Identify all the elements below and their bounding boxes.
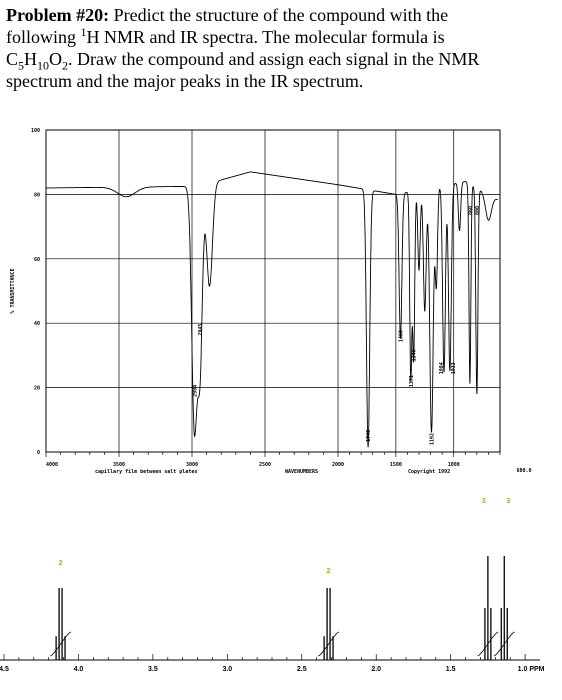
nmr-integration-label: 2 [327, 568, 331, 575]
nmr-x-tick-label: 4.0 [74, 666, 84, 673]
ir-transmittance-trace [46, 171, 498, 448]
nmr-x-tick-label: 2.5 [297, 666, 307, 673]
problem-line-4: spectrum and the major peaks in the IR s… [6, 71, 364, 91]
ir-x-tick-label: 3000 [186, 462, 198, 468]
ir-footnote-right: Copyright 1992 [408, 469, 450, 475]
ir-peak-label: 1371 [409, 375, 415, 387]
ir-x-tick-label: 1000 [448, 462, 460, 468]
ir-peak-label: 860 [468, 206, 474, 215]
ir-x-tick-label: 2000 [332, 462, 344, 468]
nmr-integral-curve [493, 631, 515, 657]
ir-y-tick-label: 100 [31, 128, 40, 134]
problem-heading: Problem #20: [6, 5, 110, 25]
nmr-x-tick-label: 1.5 [446, 666, 456, 673]
ir-footnote-left: capillary film between salt plates [95, 469, 197, 475]
nmr-x-tick-label: 3.5 [148, 666, 158, 673]
ir-peak-label: 2945 [198, 324, 204, 336]
nmr-x-tick-label: 1.0 PPM [518, 666, 545, 673]
ir-x-axis-title: WAVENUMBERS [285, 469, 318, 475]
nmr-x-tick-label: 4.5 [0, 666, 9, 673]
molecular-formula: C5H10O2 [6, 49, 68, 72]
ir-peak-label: 1460 [398, 330, 404, 342]
problem-line-2: following 1H NMR and IR spectra. The mol… [6, 26, 556, 48]
formula-o: O [49, 49, 63, 69]
ir-x-end-label-left: 4000 [46, 462, 58, 468]
ir-peak-label: 2984 [192, 385, 198, 397]
nmr-integration-label: 3 [506, 498, 510, 505]
ir-x-tick-label: 3500 [113, 462, 125, 468]
formula-c-sub: 5 [18, 58, 25, 73]
ir-peak-label: 800 [475, 206, 481, 215]
ir-peak-label: 1346 [412, 349, 418, 361]
problem-line-2a: following [6, 27, 81, 47]
ir-y-tick-label: 0 [37, 450, 40, 456]
nmr-x-tick-label: 3.0 [222, 666, 232, 673]
ir-spectrum: 100 80 60 40 20 0 3500 3000 2500 2000 1500 1000 4000… [10, 128, 532, 475]
problem-line-1-text: Predict the structure of the compound wi… [113, 5, 449, 25]
ir-x-end-label-right: 600.0 [516, 468, 531, 474]
problem-line-3b: . Draw the compound and assign each sign… [68, 49, 480, 69]
ir-y-axis-title: % TRANSMITTANCE [10, 268, 16, 313]
nmr-spectrum: 4.5 4.0 3.5 3.0 2.5 2.0 1.5 1.0 PPM 2 2 3 3 [0, 498, 545, 673]
problem-line-3: C5H10O2. Draw the compound and assign ea… [6, 48, 556, 72]
ir-y-tick-label: 80 [34, 192, 40, 198]
problem-line-2b: H NMR and IR spectra. The molecular form… [86, 27, 445, 47]
nmr-integration-label: 3 [482, 498, 486, 505]
formula-h-sub: 10 [37, 58, 50, 73]
ir-plot-frame [45, 129, 501, 453]
ir-y-tick-label: 40 [34, 321, 40, 327]
formula-c: C [6, 49, 19, 69]
ir-peak-label: 1192 [429, 433, 435, 445]
nmr-integral-curve [477, 631, 499, 657]
formula-h: H [24, 49, 38, 69]
ir-y-tick-label: 60 [34, 257, 40, 263]
ir-x-tick-label: 2500 [259, 462, 271, 468]
nmr-integral-curve [49, 631, 72, 657]
ir-peak-label: 1084 [439, 362, 445, 374]
nmr-integration-label: 2 [59, 560, 63, 567]
ir-y-tick-label: 20 [34, 386, 40, 392]
problem-line-1: Problem #20: Predict the structure of th… [6, 4, 556, 26]
ir-peak-label: 1033 [451, 362, 457, 374]
superscript-1: 1 [80, 25, 87, 39]
nmr-x-tick-label: 2.0 [371, 666, 381, 673]
nmr-integral-curve [317, 631, 340, 657]
formula-o-sub: 2 [62, 58, 69, 73]
ir-peak-label: 1740 [366, 430, 372, 442]
ir-x-tick-label: 1500 [390, 462, 402, 468]
problem-statement: Problem #20: Predict the structure of th… [6, 4, 556, 92]
